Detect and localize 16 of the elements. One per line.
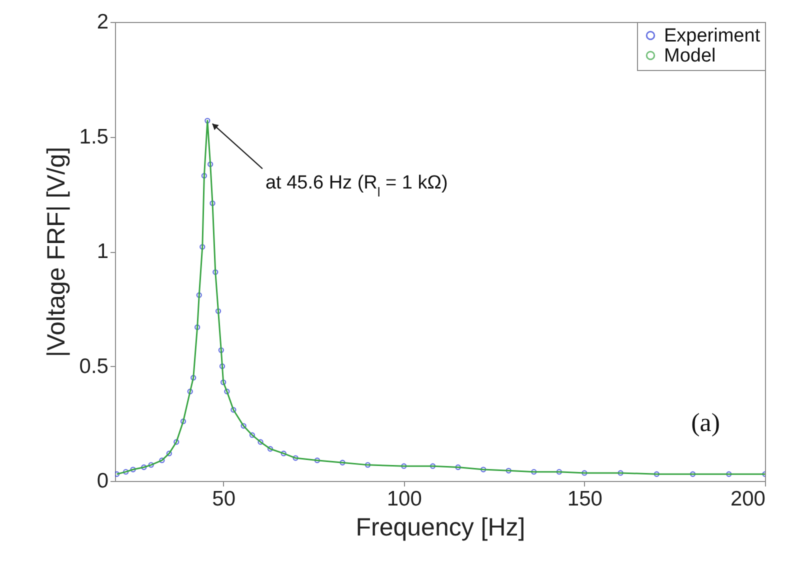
y-tick-label: 1 [96, 240, 108, 263]
annotation: at 45.6 Hz (R$_{l}$ = 1 kΩ) [265, 172, 448, 200]
legend-label: Model [664, 46, 716, 66]
y-tick-label: 1.5 [79, 125, 108, 148]
x-tick-label: 150 [567, 488, 602, 510]
y-tick-label: 0.5 [79, 354, 108, 378]
y-axis-title: |Voltage FRF| [V/g] [42, 146, 70, 358]
x-tick-label: 100 [386, 488, 422, 510]
y-tick-label: 0 [96, 470, 108, 492]
x-tick-label: 50 [212, 488, 236, 510]
line-series [116, 120, 765, 475]
x-tick-label: 200 [730, 488, 766, 510]
legend-label: Experiment [664, 26, 761, 46]
x-axis-title: Frequency [Hz] [356, 514, 526, 542]
y-tick-label: 2 [96, 10, 108, 34]
annotation: (a) [691, 408, 720, 437]
